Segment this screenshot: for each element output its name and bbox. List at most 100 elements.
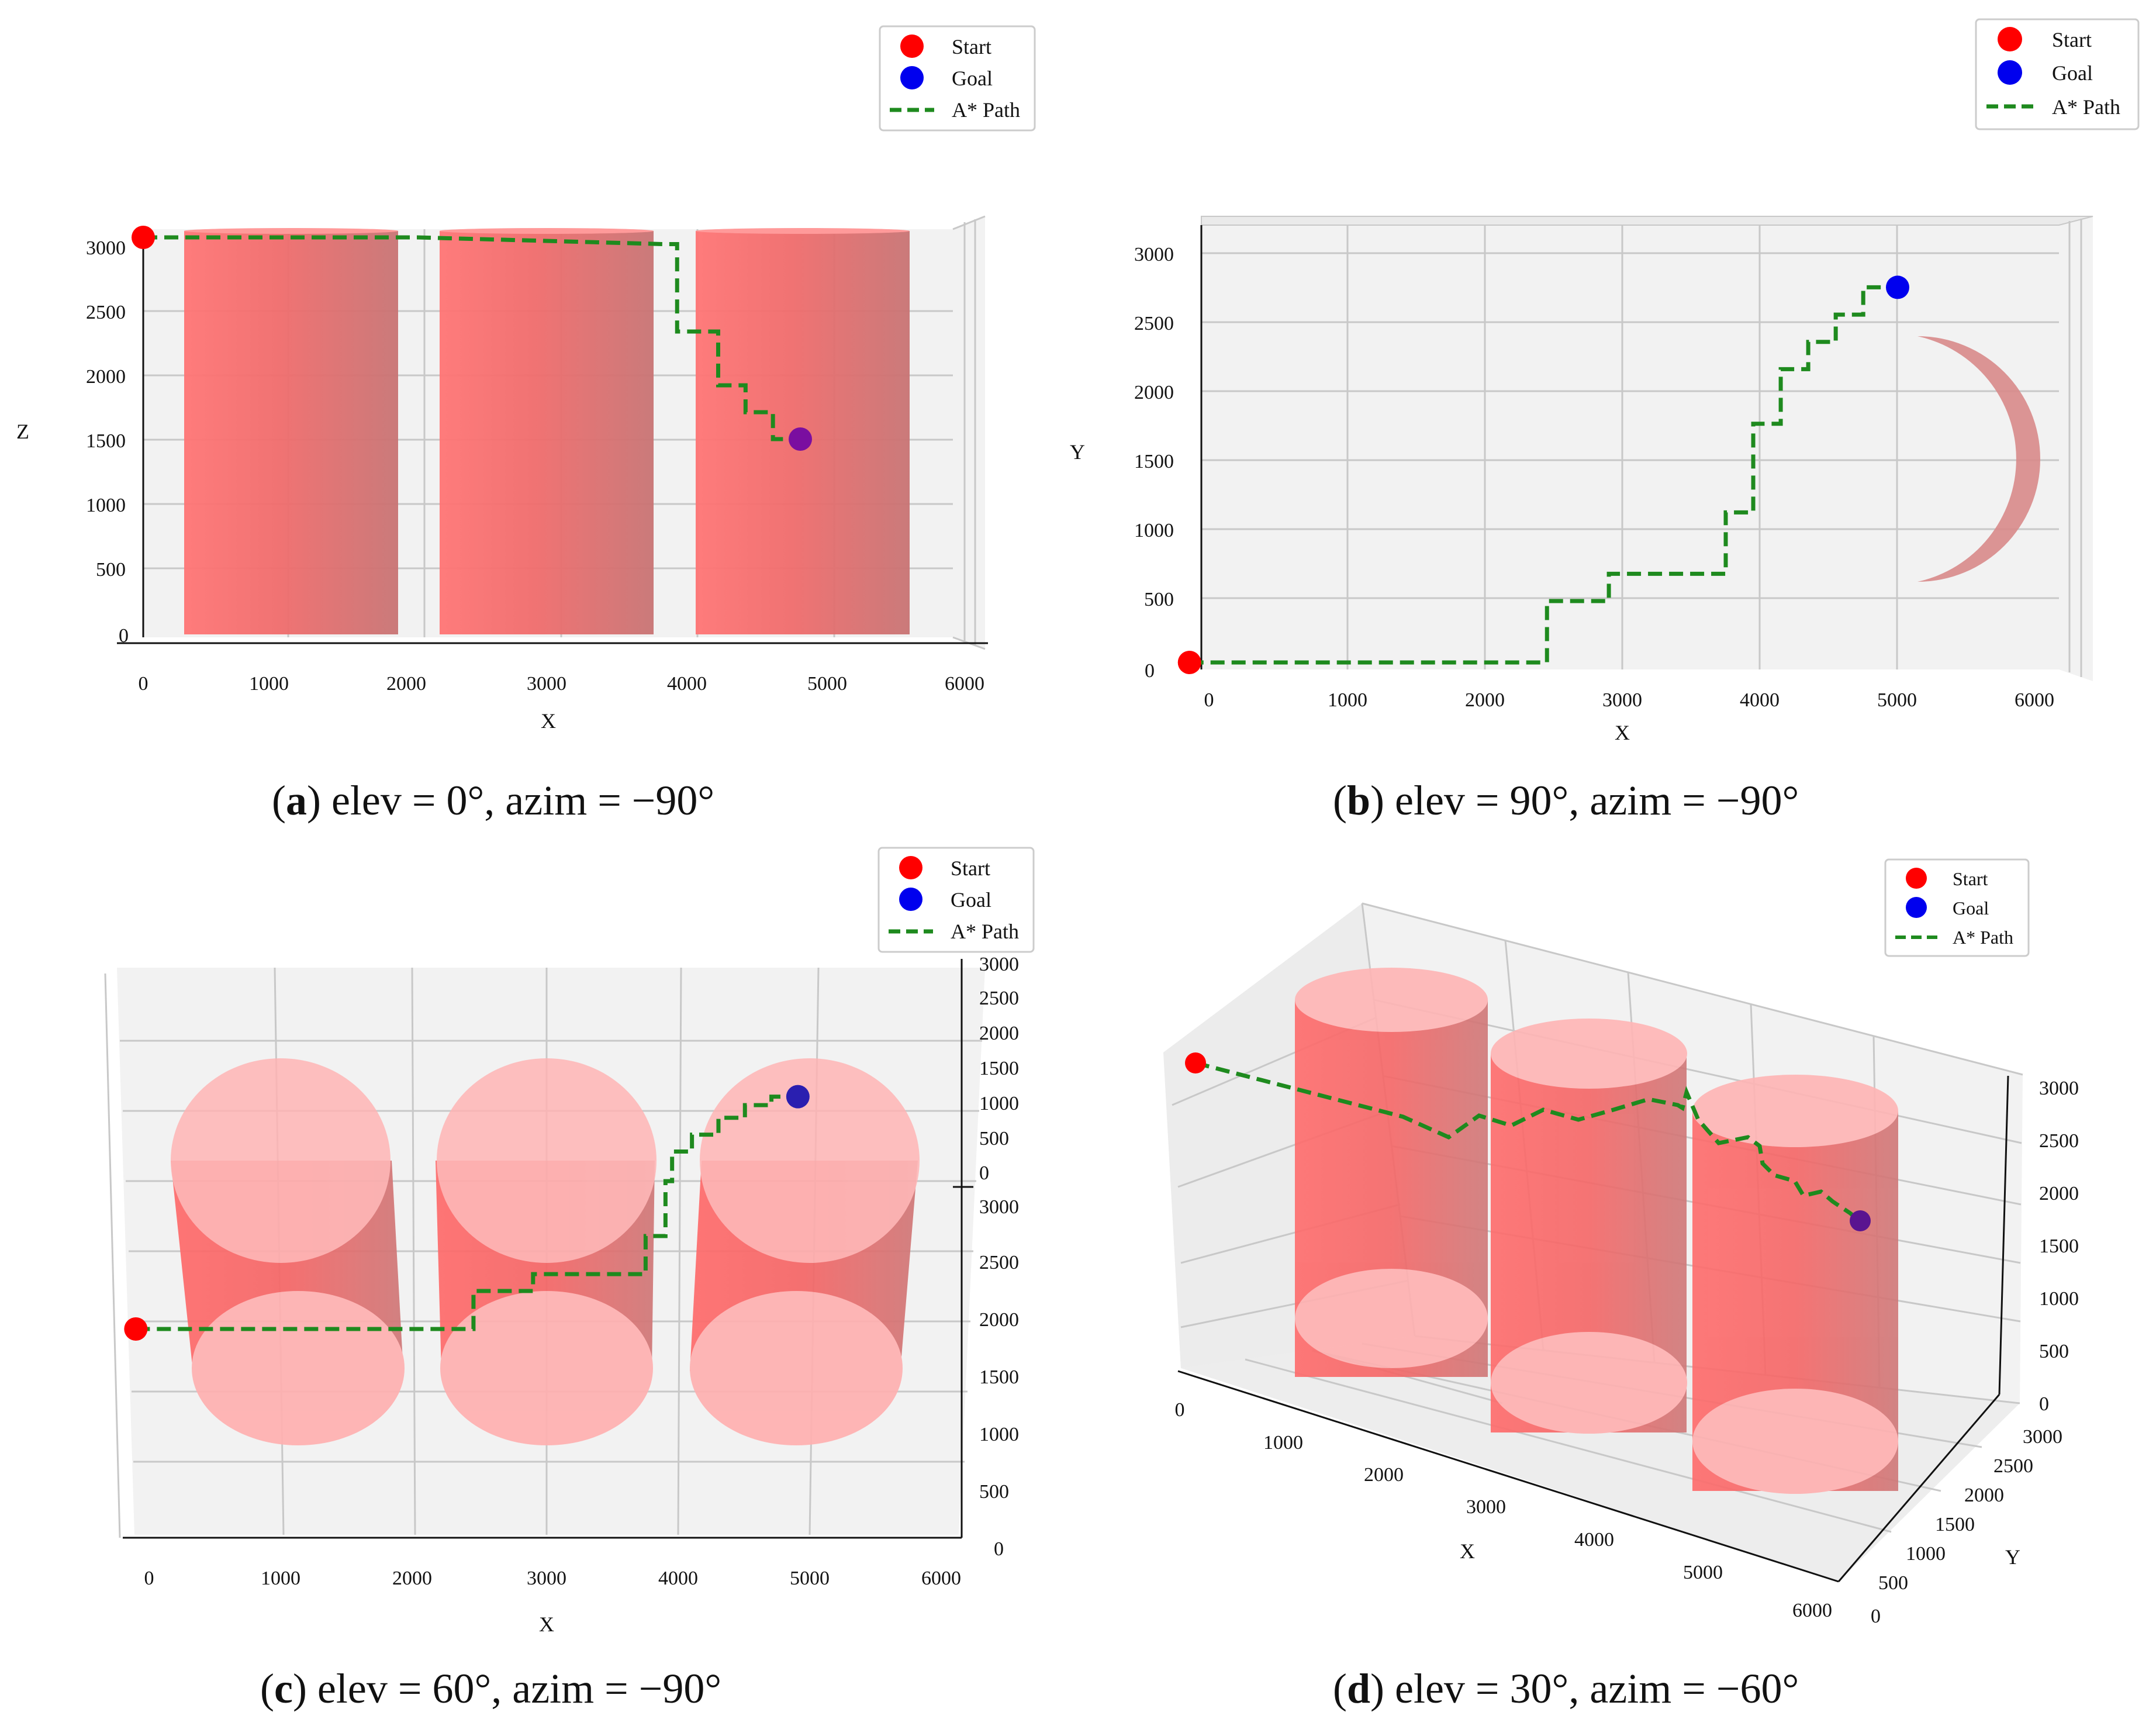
axes-a bbox=[117, 229, 988, 644]
xtick-c-2000: 2000 bbox=[392, 1568, 432, 1589]
ztick-d-3000: 3000 bbox=[2039, 1078, 2079, 1099]
cylinder-2 bbox=[440, 231, 654, 634]
ztick-c-3000: 3000 bbox=[979, 954, 1019, 975]
pane-b-top bbox=[1201, 216, 2093, 226]
ztick-a-2500: 2500 bbox=[86, 302, 126, 323]
xticks-d: 0 1000 2000 3000 4000 5000 6000 bbox=[1175, 1399, 1833, 1621]
xtick-d-3000: 3000 bbox=[1466, 1496, 1506, 1518]
grid-b bbox=[1201, 219, 2082, 677]
yticks-b: 0 500 1000 1500 2000 2500 3000 bbox=[1134, 244, 1174, 682]
ytick-b-1500: 1500 bbox=[1134, 451, 1174, 472]
cylinders-b bbox=[1213, 336, 2040, 582]
cylinders-d bbox=[1295, 968, 1898, 1494]
cylinder-3-top bbox=[696, 228, 910, 234]
ytick-d-1000: 1000 bbox=[1906, 1543, 1946, 1565]
cylinder-3-bottom bbox=[690, 1291, 903, 1445]
goal-marker-a bbox=[789, 427, 812, 451]
legend-start-icon bbox=[900, 34, 924, 58]
xtick-c-3000: 3000 bbox=[527, 1568, 566, 1589]
legend-a: Start Goal A* Path bbox=[879, 25, 1036, 132]
caption-a-text: ) elev = 0°, azim = −90° bbox=[307, 777, 714, 824]
legend-start-icon bbox=[899, 856, 922, 879]
cylinder-2-top bbox=[1491, 1019, 1687, 1089]
panel-a: 0 1000 2000 3000 4000 5000 6000 0 500 10… bbox=[16, 25, 1036, 824]
yticks-c: 0 500 1000 1500 2000 2500 3000 bbox=[979, 1196, 1019, 1560]
panel-d: 0 1000 2000 3000 4000 5000 6000 0 500 10… bbox=[1163, 858, 2079, 1712]
ytick-c-0: 0 bbox=[994, 1538, 1004, 1560]
panel-c: 0 1000 2000 3000 4000 5000 6000 0 500 10… bbox=[104, 847, 1035, 1712]
ylabel-b: Y bbox=[1070, 440, 1085, 464]
ytick-b-1000: 1000 bbox=[1134, 520, 1174, 541]
astar-path-a bbox=[143, 235, 800, 441]
xticks-a: 0 1000 2000 3000 4000 5000 6000 bbox=[139, 673, 985, 695]
goal-marker-d bbox=[1850, 1210, 1871, 1231]
cylinder-3-top bbox=[1692, 1075, 1898, 1147]
ytick-d-500: 500 bbox=[1878, 1572, 1908, 1594]
cylinder-1-top bbox=[184, 228, 398, 234]
caption-a-letter: a bbox=[286, 777, 307, 824]
cylinder-2-top bbox=[440, 228, 654, 234]
ylabel-d: Y bbox=[2005, 1545, 2020, 1569]
ytick-d-0: 0 bbox=[1871, 1606, 1881, 1627]
ztick-a-1000: 1000 bbox=[86, 495, 126, 516]
caption-b: (b) elev = 90°, azim = −90° bbox=[1333, 777, 1799, 824]
start-marker-c bbox=[124, 1317, 148, 1341]
ztick-a-1500: 1500 bbox=[86, 430, 126, 452]
ytick-d-3000: 3000 bbox=[2023, 1426, 2062, 1448]
xlabel-b: X bbox=[1615, 721, 1630, 744]
ytick-d-1500: 1500 bbox=[1935, 1514, 1975, 1535]
legend-path-label: A* Path bbox=[951, 920, 1019, 943]
ztick-d-0: 0 bbox=[2039, 1393, 2049, 1415]
xticks-c: 0 1000 2000 3000 4000 5000 6000 bbox=[144, 1568, 962, 1589]
xtick-b-3000: 3000 bbox=[1602, 689, 1642, 711]
ztick-c-500: 500 bbox=[979, 1128, 1009, 1149]
xtick-c-4000: 4000 bbox=[658, 1568, 698, 1589]
xtick-a-2000: 2000 bbox=[386, 673, 426, 695]
ytick-c-3000: 3000 bbox=[979, 1196, 1019, 1218]
axes-c bbox=[123, 959, 973, 1539]
xtick-d-0: 0 bbox=[1175, 1399, 1185, 1421]
legend-goal-icon bbox=[1998, 60, 2022, 85]
ztick-c-2500: 2500 bbox=[979, 988, 1019, 1009]
cylinders-c bbox=[171, 1058, 920, 1445]
xtick-b-2000: 2000 bbox=[1465, 689, 1505, 711]
ztick-a-2000: 2000 bbox=[86, 366, 126, 388]
ztick-a-0: 0 bbox=[119, 625, 129, 647]
legend-d: Start Goal A* Path bbox=[1884, 858, 2030, 957]
astar-path-b bbox=[1189, 285, 1898, 665]
xlabel-c: X bbox=[539, 1613, 554, 1636]
xlabel-d: X bbox=[1460, 1539, 1475, 1563]
goal-marker-c bbox=[786, 1085, 810, 1109]
cylinder-2-top bbox=[437, 1058, 657, 1263]
ztick-d-1500: 1500 bbox=[2039, 1235, 2079, 1257]
ytick-b-3000: 3000 bbox=[1134, 244, 1174, 265]
cylinder-1 bbox=[184, 231, 398, 634]
xtick-b-0: 0 bbox=[1204, 689, 1214, 711]
caption-c: (c) elev = 60°, azim = −90° bbox=[260, 1665, 721, 1712]
cylinder-3-bottom bbox=[1692, 1389, 1898, 1494]
xtick-a-4000: 4000 bbox=[667, 673, 707, 695]
start-marker-a bbox=[132, 226, 155, 249]
legend-start-icon bbox=[1906, 868, 1927, 889]
ring-3-right bbox=[1917, 336, 2040, 582]
ytick-c-1000: 1000 bbox=[979, 1424, 1019, 1445]
cylinder-1-top bbox=[171, 1058, 391, 1263]
cylinder-3-top bbox=[700, 1058, 920, 1263]
xtick-d-1000: 1000 bbox=[1263, 1432, 1303, 1454]
legend-goal-label: Goal bbox=[2052, 61, 2093, 85]
xtick-a-6000: 6000 bbox=[945, 673, 984, 695]
cylinder-1-bottom bbox=[192, 1291, 405, 1445]
legend-start-label: Start bbox=[2052, 28, 2092, 51]
caption-d-letter: d bbox=[1347, 1665, 1370, 1712]
ztick-d-2000: 2000 bbox=[2039, 1183, 2079, 1204]
cylinder-2-bottom bbox=[1491, 1332, 1687, 1434]
legend-path-label: A* Path bbox=[2052, 95, 2120, 119]
legend-path-label: A* Path bbox=[1953, 927, 2013, 948]
legend-goal-icon bbox=[900, 66, 924, 89]
caption-b-letter: b bbox=[1347, 777, 1370, 824]
caption-c-letter: c bbox=[274, 1665, 293, 1712]
legend-b: Start Goal A* Path bbox=[1975, 18, 2140, 130]
xtick-c-1000: 1000 bbox=[261, 1568, 300, 1589]
ytick-b-2000: 2000 bbox=[1134, 382, 1174, 403]
